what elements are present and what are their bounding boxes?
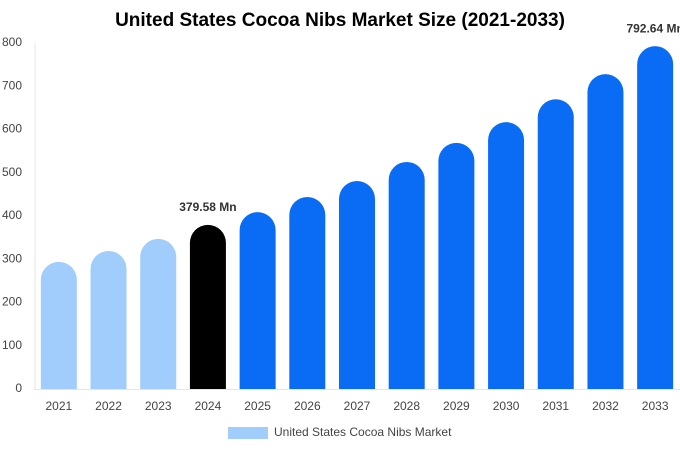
bar	[438, 142, 475, 389]
legend-label: United States Cocoa Nibs Market	[274, 425, 452, 439]
bar	[587, 74, 624, 389]
bar	[289, 196, 326, 389]
x-tick-label: 2028	[393, 399, 420, 413]
x-tick-label: 2027	[344, 399, 371, 413]
y-tick-label: 200	[2, 295, 22, 309]
x-tick-label: 2022	[95, 399, 122, 413]
x-tick-label: 2032	[592, 399, 619, 413]
bar	[90, 251, 127, 389]
bar	[40, 261, 77, 389]
chart-title: United States Cocoa Nibs Market Size (20…	[115, 10, 565, 31]
bar	[388, 161, 425, 389]
bar	[488, 122, 525, 389]
y-tick-label: 300	[2, 251, 22, 265]
bar	[339, 180, 375, 389]
x-tick-label: 2023	[145, 399, 172, 413]
bar	[189, 224, 226, 389]
value-label: 379.58 Mn	[179, 200, 236, 214]
x-tick-label: 2024	[195, 399, 222, 413]
x-tick-label: 2033	[642, 399, 669, 413]
y-tick-label: 600	[2, 122, 22, 136]
y-tick-label: 500	[2, 165, 22, 179]
legend-swatch	[228, 427, 268, 439]
bar	[140, 238, 177, 389]
y-tick-label: 700	[2, 78, 22, 92]
x-tick-label: 2021	[45, 399, 72, 413]
x-tick-label: 2026	[294, 399, 321, 413]
x-tick-label: 2025	[244, 399, 271, 413]
y-tick-label: 100	[2, 338, 22, 352]
x-tick-label: 2029	[443, 399, 470, 413]
x-tick-label: 2030	[493, 399, 520, 413]
bar	[239, 212, 276, 389]
y-tick-label: 800	[2, 35, 22, 49]
bar	[537, 99, 574, 389]
y-tick-label: 0	[15, 381, 22, 395]
bar	[637, 46, 674, 389]
value-label: 792.64 Mn	[626, 21, 680, 35]
y-tick-label: 400	[2, 208, 22, 222]
x-tick-label: 2031	[542, 399, 569, 413]
